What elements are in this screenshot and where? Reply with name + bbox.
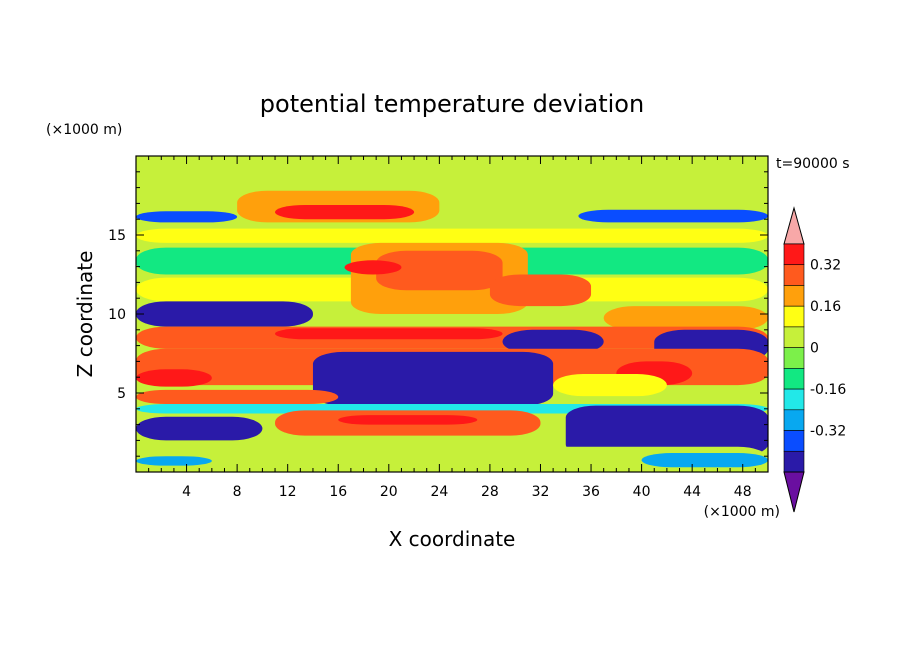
contour-region [553,374,667,397]
contour-region [565,405,768,457]
colorbar-box [783,326,805,348]
chart-title: potential temperature deviation [260,90,644,118]
contour-region [502,329,604,354]
contour-region [136,156,263,204]
time-label: t=90000 s [776,156,850,172]
colorbar-extend-top [783,206,805,245]
contour-region [275,328,503,340]
x-tick-label: 44 [683,484,701,500]
colorbar-box [783,285,805,307]
x-tick-label: 36 [582,484,600,500]
contour-region [376,250,503,291]
y-axis: 5 10 15 [108,171,768,457]
x-units-label: (×1000 m) [704,504,780,520]
x-tick-label: 16 [329,484,347,500]
y-tick-label: 5 [117,386,126,402]
colorbar-box [783,409,805,431]
contour-region [136,416,263,441]
x-tick-label: 20 [380,484,398,500]
colorbar-tick-label: 0 [810,341,819,357]
contour-region [136,389,339,405]
colorbar-box [783,430,805,452]
y-axis-label: Z coordinate [73,251,97,378]
x-tick-label: 4 [182,484,191,500]
colorbar-tick-label: 0.32 [810,258,841,274]
colorbar-tick-label: -0.16 [810,382,846,398]
contour-region [136,301,313,327]
colorbar-box [783,388,805,411]
colorbar-box [783,450,805,473]
x-axis-label: X coordinate [389,527,516,551]
x-tick-label: 32 [532,484,550,500]
contour-region [338,415,478,425]
x-tick-label: 12 [279,484,297,500]
contour-region [136,446,768,472]
contour-region [136,228,768,243]
x-tick-label: 24 [430,484,448,500]
colorbar-box [783,243,805,266]
x-tick-label: 48 [734,484,752,500]
x-tick-label: 28 [481,484,499,500]
y-tick-label: 15 [108,228,126,244]
x-axis: 4 8 12 16 20 24 28 32 36 40 44 48 [148,156,756,500]
contour-region [344,260,402,275]
contour-region [136,211,238,223]
contour-region [275,204,415,220]
contour-region [578,209,768,223]
colorbar-box [783,305,805,328]
contour-field [136,156,768,472]
x-tick-label: 40 [633,484,651,500]
colorbar-box [783,347,805,369]
contour-region [136,369,212,387]
contour-region [515,156,768,196]
y-units-label: (×1000 m) [46,122,122,138]
colorbar-box [783,368,805,390]
colorbar: -0.32 -0.16 0 0.16 0.32 [783,206,846,513]
colorbar-tick-label: 0.16 [810,299,841,315]
contour-region [489,274,592,307]
colorbar-tick-label: -0.32 [810,424,846,440]
x-tick-label: 8 [233,484,242,500]
contour-region [136,456,212,466]
colorbar-extend-bottom [783,471,805,513]
contour-region [312,351,554,406]
contour-region [603,306,768,330]
contour-region [641,453,768,468]
colorbar-box [783,264,805,286]
y-tick-label: 10 [108,307,126,323]
